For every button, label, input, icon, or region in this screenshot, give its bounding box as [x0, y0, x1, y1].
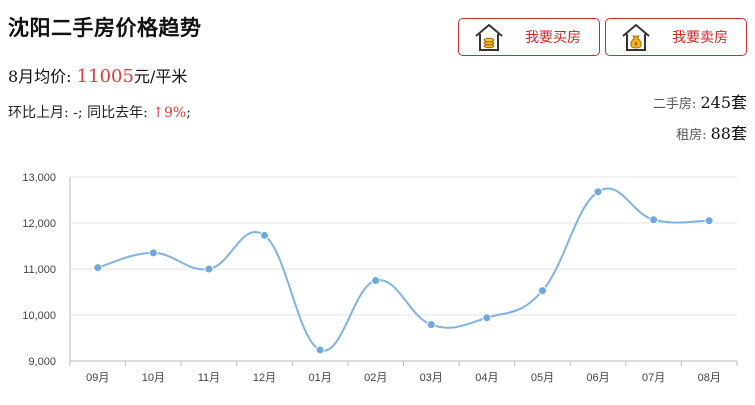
sell-house-button[interactable]: ¥ 我要卖房 — [605, 18, 747, 56]
data-point — [537, 286, 547, 296]
second-hand-value: 245套 — [700, 93, 747, 112]
data-point — [371, 276, 381, 285]
average-price-label: 8月均价: — [8, 67, 72, 86]
second-hand-label: 二手房: — [652, 97, 697, 112]
yoy-value: ↑9% — [152, 105, 187, 121]
sell-house-label: 我要卖房 — [672, 30, 728, 46]
x-tick-label: 06月 — [586, 372, 609, 384]
mom-label: 环比上月: — [8, 105, 69, 121]
data-point — [315, 345, 325, 355]
x-tick-label: 03月 — [420, 372, 443, 384]
second-hand-count: 二手房: 245套 — [653, 89, 747, 113]
page-title: 沈阳二手房价格趋势 — [8, 15, 202, 40]
svg-text:¥: ¥ — [634, 41, 638, 48]
y-tick-label: 12,000 — [22, 218, 56, 230]
x-tick-label: 01月 — [309, 372, 332, 384]
average-price-unit: 元/平米 — [133, 67, 188, 86]
series-line — [97, 187, 710, 352]
buy-house-label: 我要买房 — [525, 30, 581, 46]
data-point — [426, 320, 436, 330]
y-tick-label: 9,000 — [28, 356, 56, 368]
house-money-bag-icon: ¥ — [622, 23, 650, 51]
yoy-tail: ; — [186, 105, 191, 121]
data-point — [482, 313, 492, 323]
data-point — [260, 230, 270, 240]
data-point — [204, 264, 214, 274]
x-tick-label: 10月 — [142, 372, 165, 384]
data-point — [93, 263, 103, 273]
x-tick-label: 07月 — [642, 372, 665, 384]
data-point — [649, 215, 659, 225]
house-coin-icon — [475, 23, 503, 51]
y-tick-label: 10,000 — [22, 310, 56, 322]
y-tick-label: 11,000 — [23, 264, 56, 276]
x-tick-label: 05月 — [531, 372, 554, 384]
buy-house-button[interactable]: 我要买房 — [458, 18, 600, 56]
yoy-label: 同比去年: — [87, 105, 148, 121]
data-point — [593, 187, 603, 197]
data-point — [148, 248, 158, 258]
y-tick-label: 13,000 — [22, 172, 56, 184]
price-change-line: 环比上月: -; 同比去年: ↑9%; — [8, 102, 191, 122]
rent-count: 租房: 88套 — [676, 120, 747, 144]
x-tick-label: 09月 — [86, 372, 109, 384]
x-tick-label: 11月 — [198, 372, 220, 384]
mom-value: -; — [73, 105, 83, 121]
rent-value: 88套 — [710, 124, 747, 143]
x-tick-label: 12月 — [253, 372, 276, 384]
x-tick-label: 08月 — [698, 372, 721, 384]
rent-label: 租房: — [676, 128, 707, 143]
price-trend-chart: 9,000 10,000 11,000 12,000 13,000 09月 10月 11月 12… — [22, 172, 738, 384]
average-price-line: 8月均价: 11005元/平米 — [8, 63, 187, 87]
x-tick-label: 02月 — [364, 372, 387, 384]
data-point — [704, 216, 714, 226]
x-tick-label: 04月 — [475, 372, 498, 384]
average-price-value: 11005 — [76, 66, 134, 87]
